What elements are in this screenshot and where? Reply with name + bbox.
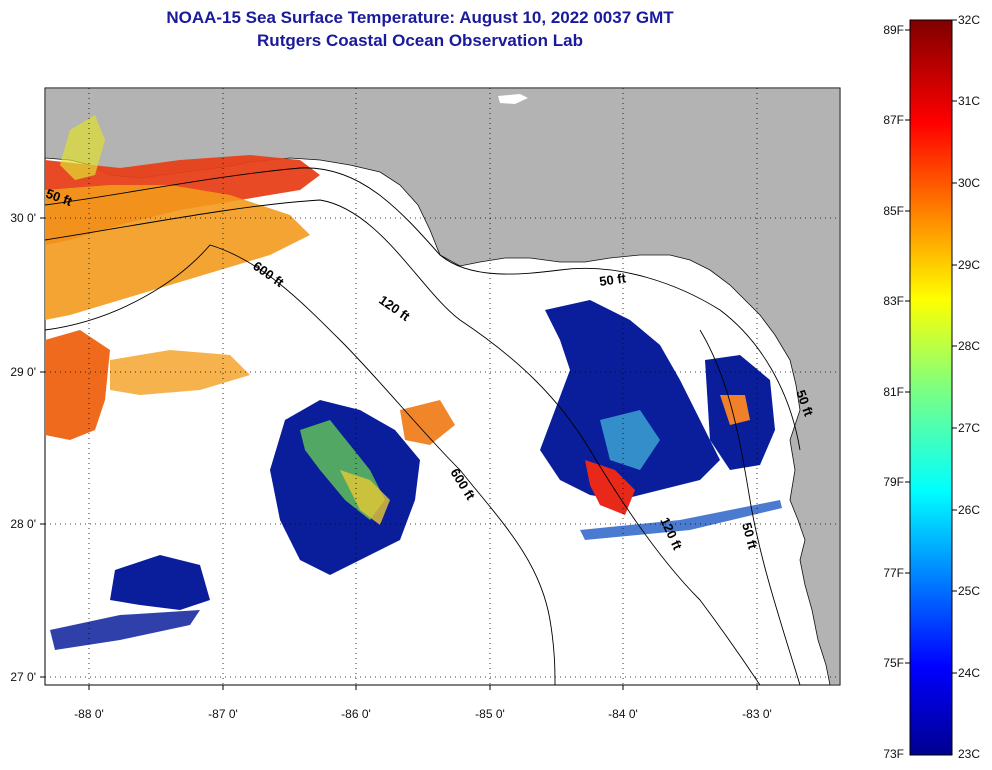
sst-map: 50 ft 600 ft 120 ft 50 ft 600 ft 120 ft …	[10, 87, 841, 721]
fahrenheit-label: 87F	[883, 113, 904, 127]
celsius-label: 26C	[958, 503, 980, 517]
lat-label: 29 0'	[10, 365, 36, 379]
fahrenheit-label: 89F	[883, 23, 904, 37]
lon-label: -87 0'	[208, 707, 238, 721]
fahrenheit-label: 73F	[883, 747, 904, 761]
lon-label: -86 0'	[341, 707, 371, 721]
lon-label: -84 0'	[608, 707, 638, 721]
sst-patch-orange-central	[400, 400, 455, 445]
fahrenheit-label: 75F	[883, 656, 904, 670]
celsius-label: 30C	[958, 176, 980, 190]
contour-600ft	[45, 244, 556, 685]
sst-patch-yellow-north	[60, 115, 105, 180]
sst-patch-orange-east	[720, 395, 750, 425]
axis-ticks	[40, 217, 758, 690]
celsius-label: 31C	[958, 94, 980, 108]
fahrenheit-label: 85F	[883, 204, 904, 218]
celsius-label: 24C	[958, 666, 980, 680]
lon-label: -85 0'	[475, 707, 505, 721]
color-scale-gradient	[909, 19, 953, 756]
celsius-label: 27C	[958, 421, 980, 435]
lon-label: -83 0'	[742, 707, 772, 721]
contour-label-50ft-south: 50 ft	[739, 521, 761, 551]
fahrenheit-label: 77F	[883, 566, 904, 580]
sst-patch-green-east	[600, 410, 660, 470]
color-scale-bar: 89F 87F 85F 83F 81F 79F 77F 75F 73F 32C …	[883, 13, 980, 761]
fahrenheit-label: 79F	[883, 475, 904, 489]
sst-patch-yellow-central	[340, 470, 390, 525]
lat-label: 27 0'	[10, 670, 36, 684]
sst-patch-cool-southeast-strip	[580, 500, 782, 540]
contour-120ft	[45, 199, 761, 685]
celsius-label: 23C	[958, 747, 980, 761]
celsius-label: 25C	[958, 584, 980, 598]
celsius-label: 32C	[958, 13, 980, 27]
sst-patch-cool-southwest	[110, 555, 210, 610]
sst-patch-cool-east	[540, 300, 720, 500]
contour-50ft-east	[699, 329, 801, 685]
sst-patch-warm-west	[45, 330, 110, 440]
fahrenheit-label: 81F	[883, 385, 904, 399]
celsius-label: 28C	[958, 339, 980, 353]
sst-patch-orange-mid	[110, 350, 250, 395]
bathymetry-contours	[45, 167, 801, 685]
fahrenheit-label: 83F	[883, 294, 904, 308]
map-title: NOAA-15 Sea Surface Temperature: August …	[166, 8, 674, 27]
lat-label: 30 0'	[10, 211, 36, 225]
island	[498, 94, 528, 104]
contour-50ft-north	[45, 167, 801, 451]
sst-patch-group	[45, 115, 782, 650]
map-subtitle: Rutgers Coastal Ocean Observation Lab	[257, 31, 583, 50]
lat-label: 28 0'	[10, 517, 36, 531]
lon-label: -88 0'	[74, 707, 104, 721]
sst-patch-orange-north	[45, 185, 310, 320]
celsius-label: 29C	[958, 258, 980, 272]
contour-label-50ft-north: 50 ft	[598, 270, 627, 289]
sst-patch-cool-south-strip	[50, 610, 200, 650]
